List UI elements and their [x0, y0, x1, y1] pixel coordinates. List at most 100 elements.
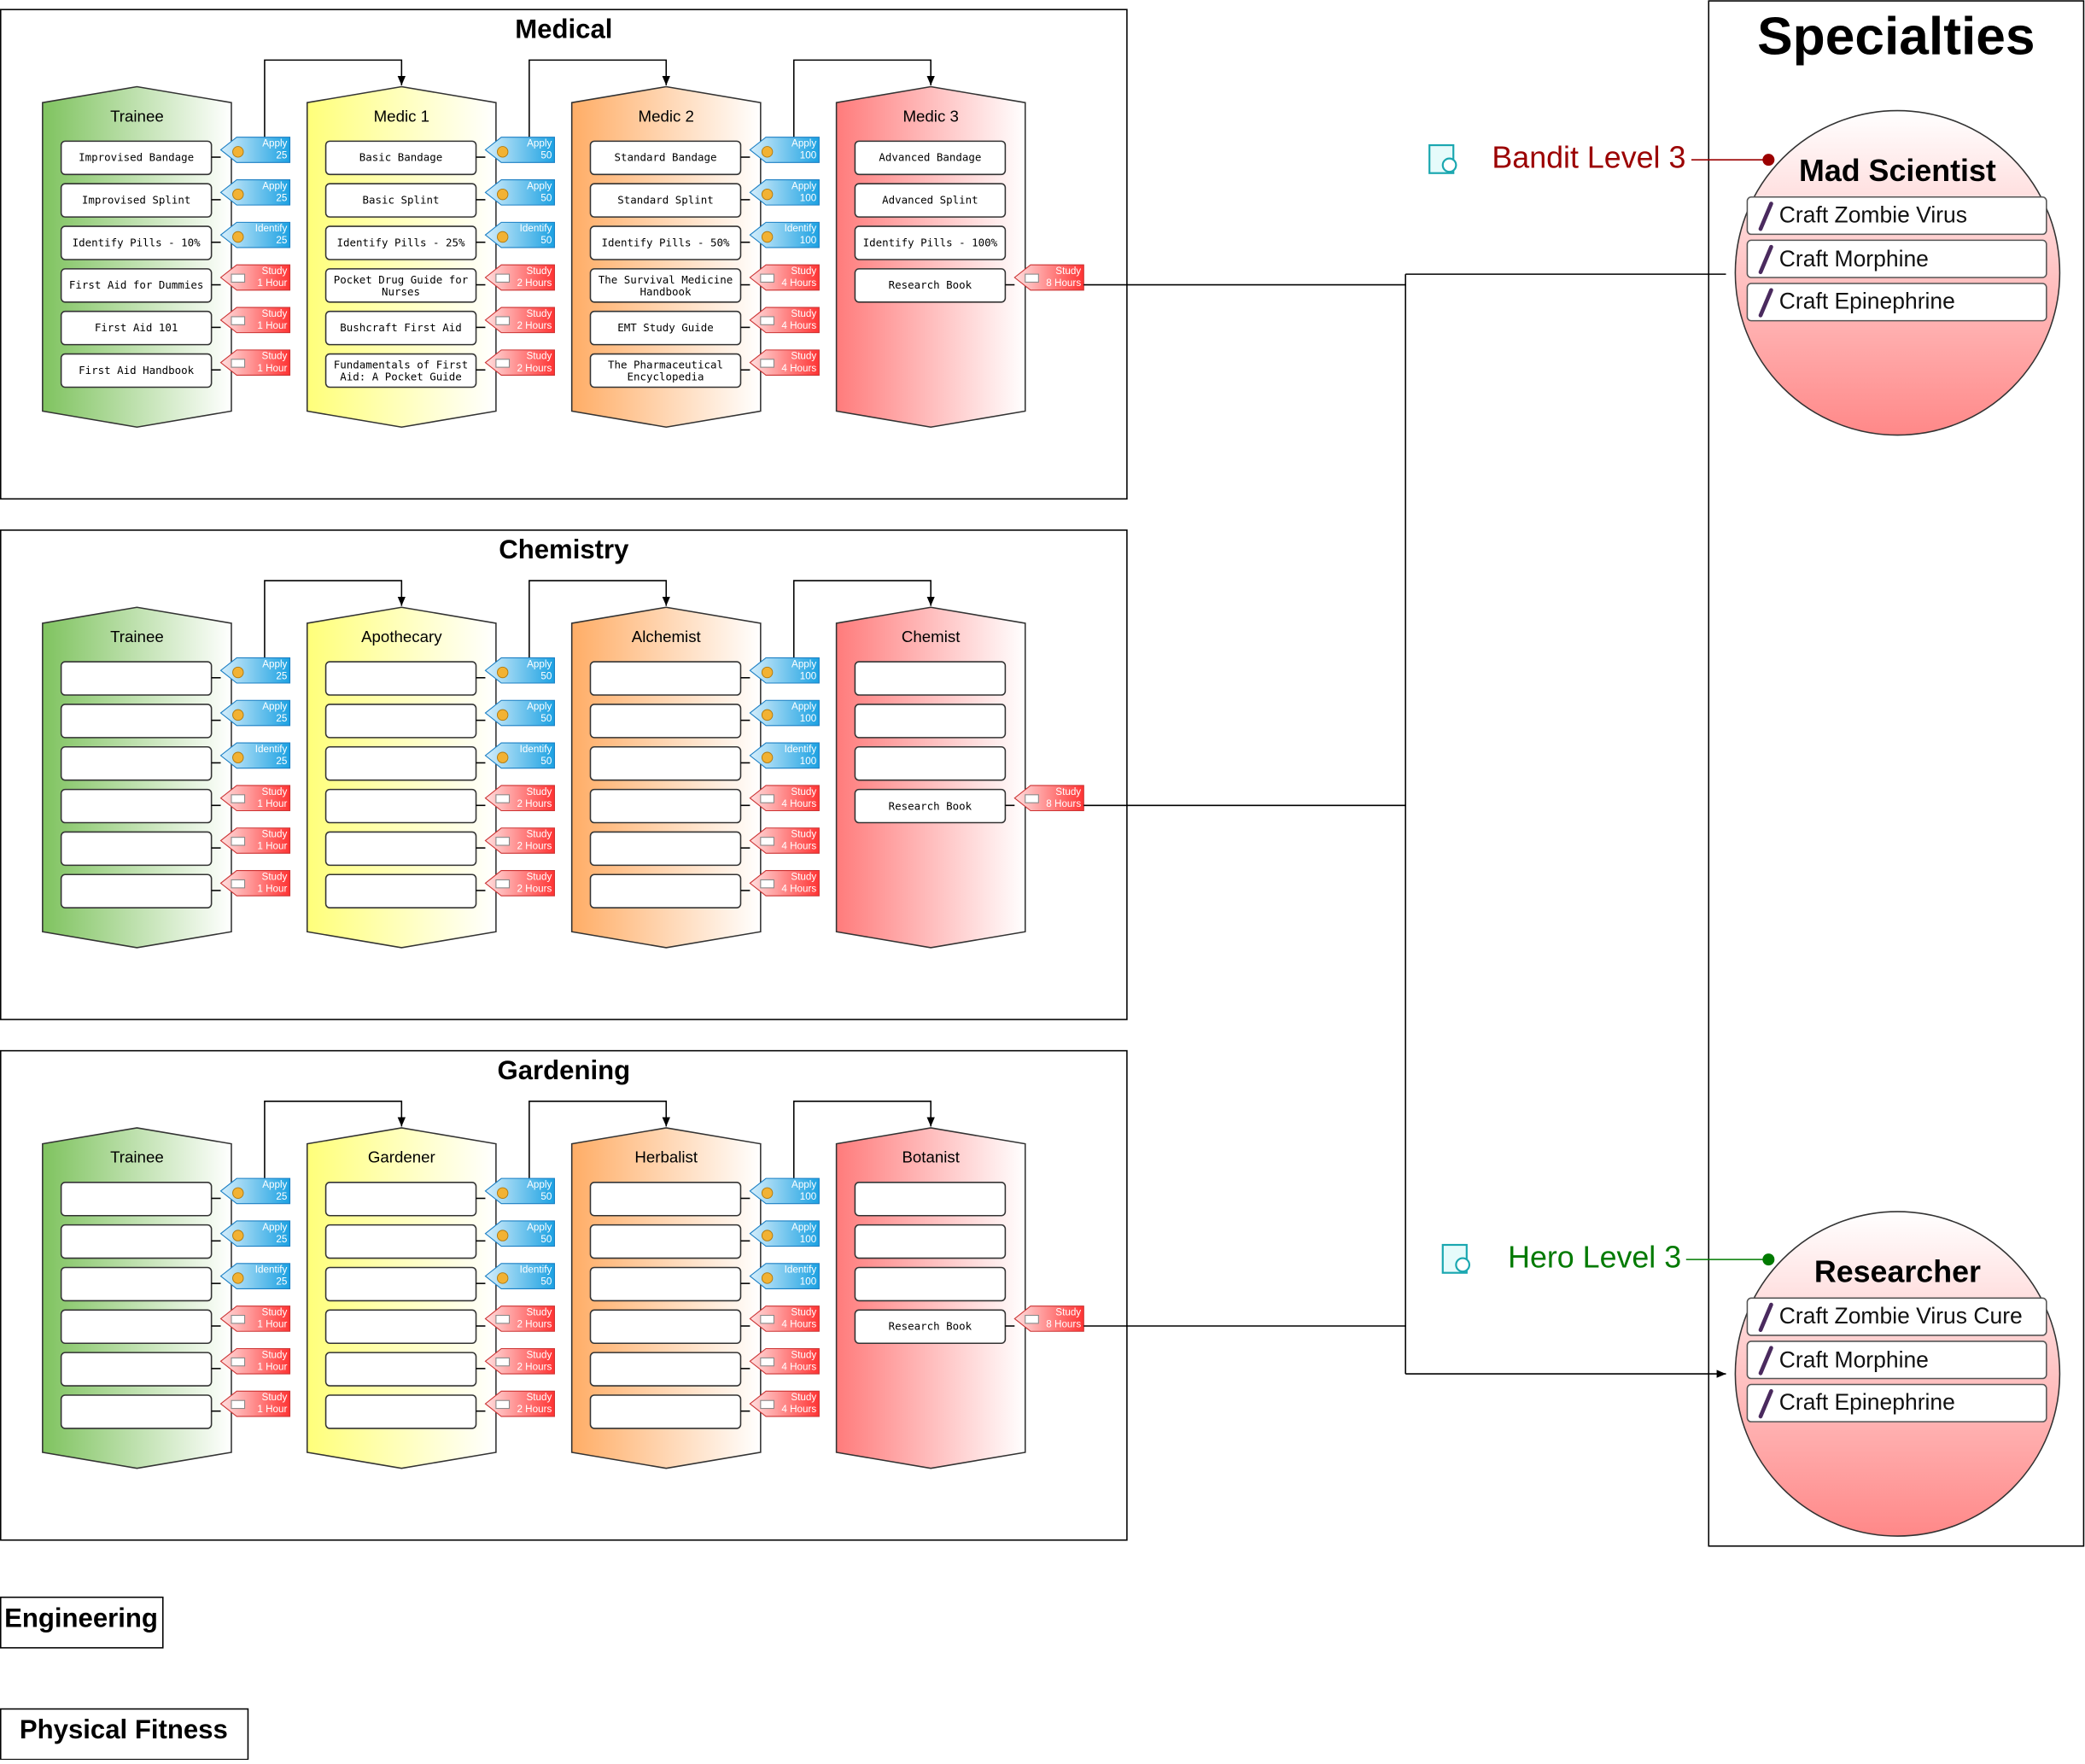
vial-icon [1758, 288, 1773, 318]
vial-icon [1758, 1346, 1773, 1376]
item-box [589, 1266, 742, 1302]
item-label-holder: Research Book [888, 1320, 972, 1333]
ability-label-holder: Craft Morphine [1779, 1346, 1929, 1372]
item-box [324, 704, 477, 739]
item-box [324, 831, 477, 867]
tag [219, 264, 291, 291]
star-icon [496, 751, 509, 763]
item-box [854, 225, 1007, 260]
specialty-name: Mad Scientist [1799, 154, 1996, 188]
item-label: The Pharmaceutical Encyclopedia [607, 359, 723, 383]
item-label-holder: Basic Splint [363, 195, 440, 207]
tag-kind: Apply [791, 658, 816, 669]
tag [219, 785, 291, 812]
tag [219, 827, 291, 854]
tag-amount: 2 Hours [517, 363, 552, 374]
ability-label: Craft Zombie Virus [1778, 202, 1968, 228]
item-label-holder: First Aid for Dummies [69, 279, 204, 291]
star-icon [761, 751, 774, 763]
tag-kind: Study [526, 786, 552, 797]
tier-arrow [264, 580, 406, 658]
tag-amount: 50 [540, 150, 552, 161]
skill-tree-title: Physical Fitness [20, 1714, 228, 1744]
book-icon [231, 316, 246, 325]
tag-amount: 100 [800, 1234, 817, 1245]
tag-amount: 50 [540, 756, 552, 767]
tag [749, 264, 820, 291]
requirement-dot [1762, 1253, 1775, 1266]
book-icon [760, 359, 774, 368]
item-box [324, 788, 477, 824]
tag-kind: Study [262, 871, 288, 882]
tag-amount: 25 [276, 756, 287, 767]
item-box [589, 1352, 742, 1387]
item-label-holder: Research Book [888, 279, 972, 292]
ability-box [1746, 1383, 2047, 1422]
tag [749, 1305, 820, 1332]
star-icon [761, 231, 774, 243]
tag [1013, 1305, 1084, 1332]
item-label: Basic Bandage [359, 151, 443, 164]
connectors [1405, 273, 1726, 1378]
tier-arrow [792, 59, 935, 137]
item-box [589, 788, 742, 824]
item-label-holder: Advanced Splint [882, 195, 978, 207]
item-label: Research Book [888, 279, 972, 292]
tag-kind: Apply [791, 138, 816, 149]
star-icon [496, 1272, 509, 1284]
star-icon [496, 709, 509, 721]
tag-kind: Identify [785, 744, 817, 755]
star-icon [232, 709, 244, 721]
item-label-holder: Advanced Bandage [879, 152, 981, 164]
item-label-holder: Identify Pills - 25% [337, 237, 465, 248]
ability-label-holder: Craft Epinephrine [1779, 289, 1955, 314]
item-box [60, 1394, 213, 1429]
item-label: Pocket Drug Guide for Nurses [333, 273, 469, 298]
item-box [324, 1224, 477, 1259]
tier-arrow [792, 1101, 935, 1179]
tag-kind: Study [526, 829, 552, 840]
tier-title: Chemist [902, 628, 961, 645]
tag-kind: Study [262, 351, 288, 362]
tag [1013, 264, 1084, 291]
tag-kind: Identify [255, 223, 288, 234]
requirement-check [1441, 157, 1457, 173]
tier-title: Medic 2 [639, 107, 694, 125]
tag-amount: 100 [800, 670, 817, 681]
item-label: Standard Splint [617, 194, 714, 207]
item-label: First Aid Handbook [79, 365, 195, 377]
item-box [324, 1352, 477, 1387]
book-icon [1025, 273, 1039, 283]
book-icon [495, 1315, 511, 1324]
item-label: Identify Pills - 10% [72, 237, 201, 249]
skill-tree-box [0, 1596, 164, 1649]
tag-amount: 4 Hours [781, 1404, 816, 1415]
ability-label-holder: Craft Zombie Virus Cure [1779, 1304, 2023, 1329]
tag-amount: 4 Hours [781, 1361, 816, 1372]
tag-amount: 25 [276, 670, 287, 681]
book-icon [760, 273, 774, 283]
tag [484, 870, 555, 897]
tag-amount: 2 Hours [517, 277, 552, 289]
tag [749, 1390, 820, 1417]
item-label: Research Book [888, 1320, 972, 1333]
item-box [589, 745, 742, 781]
book-icon [231, 837, 246, 846]
item-box [589, 1309, 742, 1345]
tag [484, 1390, 555, 1417]
item-box [60, 704, 213, 739]
vial-icon [1758, 1388, 1773, 1419]
book-icon [760, 1357, 774, 1367]
tag [484, 307, 555, 334]
book-icon [231, 1315, 246, 1324]
tag-amount: 1 Hour [257, 883, 287, 894]
tag-kind: Study [791, 1392, 816, 1403]
tag-amount: 100 [800, 756, 817, 767]
requirement-check [1455, 1257, 1471, 1273]
book-icon [760, 837, 774, 846]
star-icon [496, 1187, 509, 1199]
ability-box [1746, 1341, 2047, 1380]
tag-amount: 50 [540, 235, 552, 246]
star-icon [232, 231, 244, 243]
